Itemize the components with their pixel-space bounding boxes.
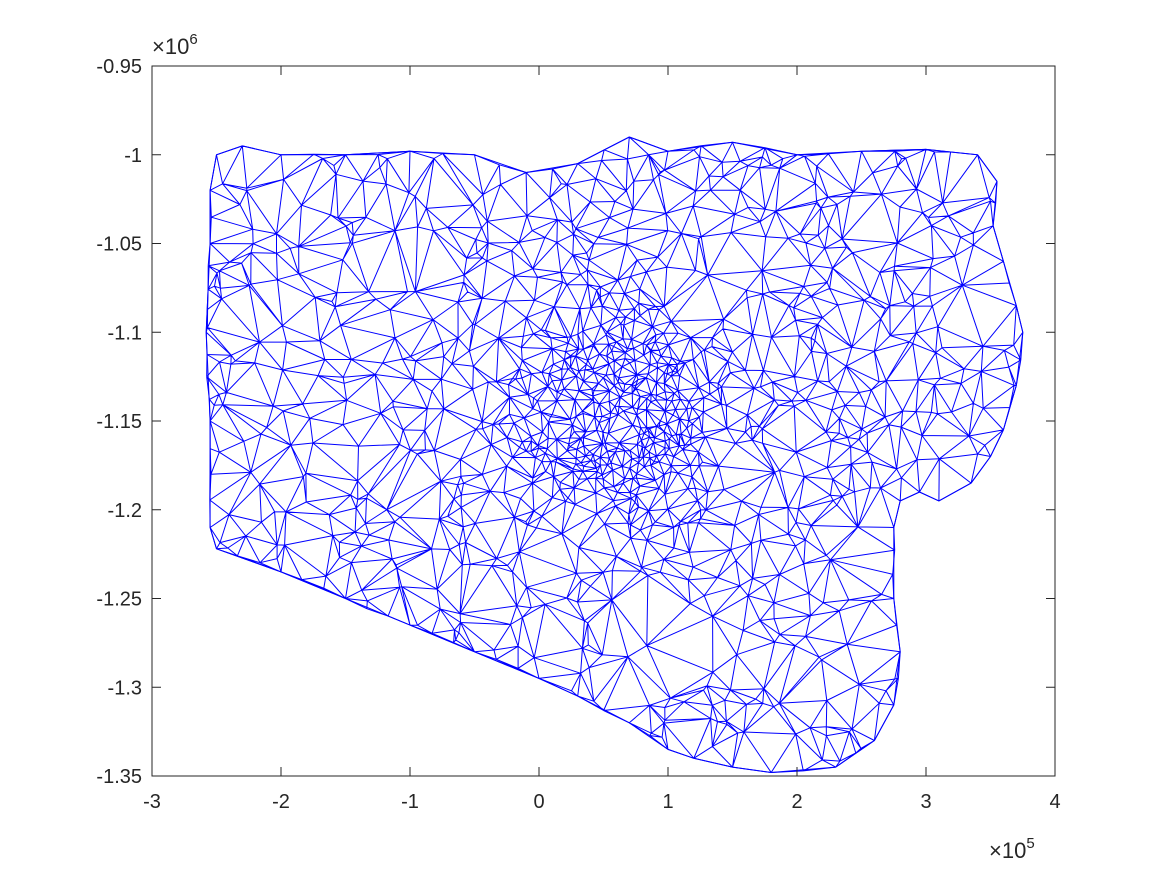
ticks-layer: -3 -2 -1 0 1 2 3 4 -0.95 -1 -1.05 -1.1 -1.15 -1.2 -1.2…: [96, 31, 1060, 863]
x-tick-label: 2: [791, 791, 802, 813]
y-exponent-label: ×106: [152, 31, 198, 59]
y-tick-label: -1.1: [108, 322, 142, 344]
x-exponent-base: ×10: [989, 838, 1026, 863]
mesh-boundary: [205, 136, 1024, 774]
mesh-layer: [205, 136, 1024, 774]
x-tick-label: -3: [143, 791, 161, 813]
y-exponent-base: ×10: [152, 34, 189, 59]
x-tick-label: 4: [1049, 791, 1060, 813]
x-tick-label: -2: [272, 791, 290, 813]
y-exponent-power: 6: [189, 31, 197, 48]
y-tick-label: -1.05: [96, 234, 142, 256]
y-tick-label: -1.25: [96, 589, 142, 611]
y-tick-label: -1.15: [96, 411, 142, 433]
y-tick-label: -1.2: [108, 500, 142, 522]
x-tick-label: -1: [401, 791, 419, 813]
y-tick-label: -1: [124, 145, 142, 167]
x-tick-label: 3: [920, 791, 931, 813]
x-tick-label: 0: [533, 791, 544, 813]
y-tick-label: -1.3: [108, 677, 142, 699]
x-tick-label: 1: [662, 791, 673, 813]
y-tick-label: -0.95: [96, 56, 142, 78]
x-exponent-label: ×105: [989, 835, 1035, 863]
x-exponent-power: 5: [1026, 835, 1034, 852]
y-tick-label: -1.35: [96, 766, 142, 788]
